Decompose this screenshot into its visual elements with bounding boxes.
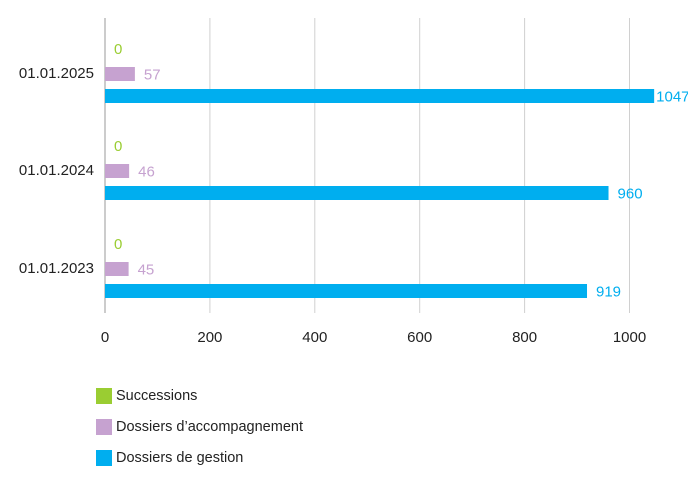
legend-swatch xyxy=(96,450,112,466)
data-label: 57 xyxy=(144,67,161,84)
legend-swatch xyxy=(96,419,112,435)
x-tick-label: 1000 xyxy=(613,329,646,346)
data-label: 46 xyxy=(138,164,155,181)
data-label: 45 xyxy=(138,262,155,279)
legend-item: Successions xyxy=(96,386,303,406)
data-label: 0 xyxy=(114,41,122,58)
x-tick-label: 400 xyxy=(302,329,327,346)
legend-item: Dossiers d’accompagnement xyxy=(96,417,303,437)
data-label: 0 xyxy=(114,236,122,253)
legend-label: Successions xyxy=(116,388,198,404)
legend-item: Dossiers de gestion xyxy=(96,448,303,468)
data-label: 0 xyxy=(114,138,122,155)
legend-label: Dossiers d’accompagnement xyxy=(116,419,303,435)
category-label: 01.01.2025 xyxy=(19,65,94,82)
bar-chart: 0 200 400 600 800 1000 01.01.2025 0 57 1047 01.01.… xyxy=(19,18,688,346)
legend-label: Dossiers de gestion xyxy=(116,450,244,466)
data-label: 919 xyxy=(596,284,621,301)
bar xyxy=(105,186,609,200)
bar xyxy=(105,262,129,276)
bar xyxy=(105,67,135,81)
bar xyxy=(105,284,588,298)
bar xyxy=(105,89,655,103)
chart-container: 0 200 400 600 800 1000 01.01.2025 0 57 1047 01.01.… xyxy=(19,18,688,466)
chart-legend: Successions Dossiers d’accompagnement Doss… xyxy=(96,386,303,479)
x-tick-label: 200 xyxy=(197,329,222,346)
category-label: 01.01.2023 xyxy=(19,260,94,277)
data-label: 960 xyxy=(618,186,643,203)
bar xyxy=(105,164,130,178)
legend-swatch xyxy=(96,388,112,404)
x-tick-label: 600 xyxy=(407,329,432,346)
category-label: 01.01.2024 xyxy=(19,162,94,179)
data-label: 1047 xyxy=(656,89,688,106)
x-tick-label: 800 xyxy=(512,329,537,346)
x-tick-label: 0 xyxy=(101,329,109,346)
